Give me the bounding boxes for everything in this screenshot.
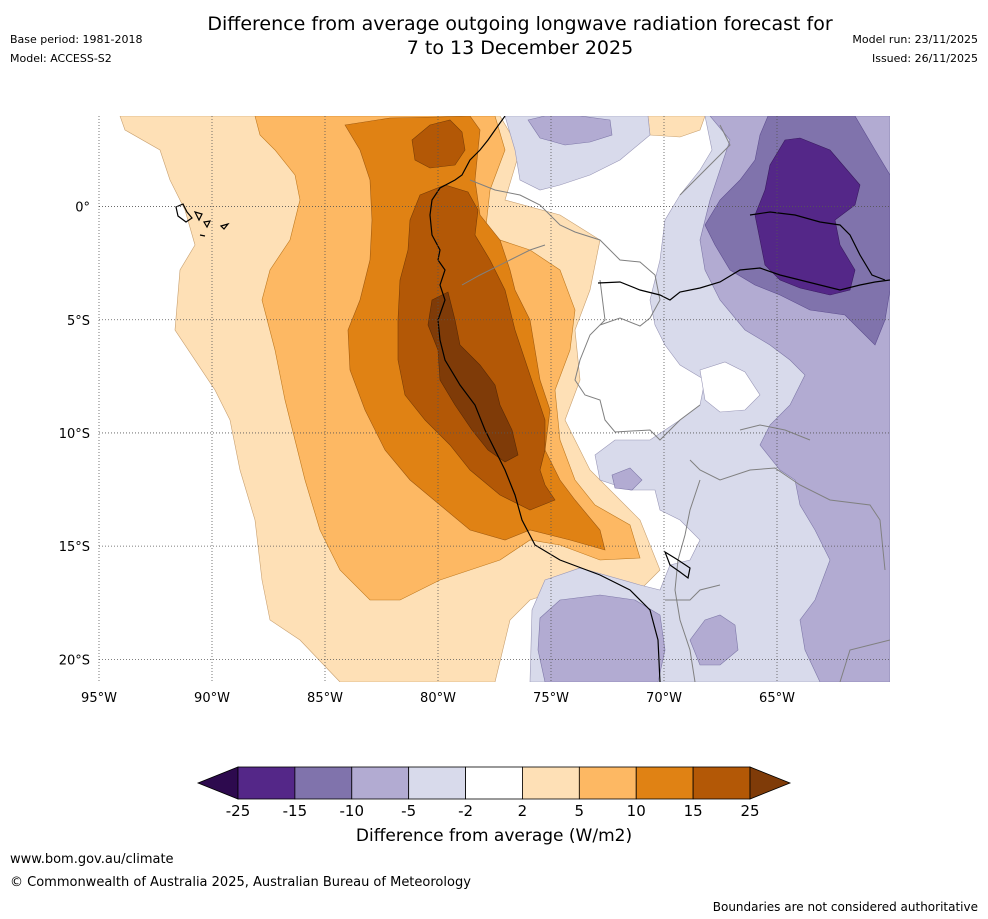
colorbar-level-label: -10 <box>340 802 365 820</box>
longitude-tick-label: 75°W <box>533 691 569 706</box>
colorbar-level-label: -2 <box>458 802 473 820</box>
issued-label: Issued: 26/11/2025 <box>871 52 978 65</box>
anomaly-region-negative-5-10-small <box>611 467 643 491</box>
map-title: Difference from average outgoing longwav… <box>150 12 890 60</box>
latitude-tick-label: 5°S <box>67 314 90 329</box>
colorbar-level-label: 10 <box>627 802 646 820</box>
colorbar-cell <box>465 766 523 800</box>
colorbar-level-label: -5 <box>401 802 416 820</box>
latitude-tick-label: 20°S <box>59 653 90 668</box>
lake-titicaca <box>663 550 691 580</box>
title-line-2: 7 to 13 December 2025 <box>406 37 634 59</box>
colorbar-cell <box>692 766 751 800</box>
galapagos-islands <box>175 203 230 237</box>
colorbar-cell <box>294 766 353 800</box>
model-label: Model: ACCESS-S2 <box>10 52 112 65</box>
base-period-label: Base period: 1981-2018 <box>10 33 143 46</box>
colorbar-level-label: -25 <box>226 802 251 820</box>
colorbar-cell <box>351 766 410 800</box>
anomaly-region-negative-5-10-south <box>537 594 666 682</box>
longitude-tick-label: 80°W <box>420 691 456 706</box>
anomaly-region-negative-5-10-north <box>527 116 613 146</box>
title-line-1: Difference from average outgoing longwav… <box>207 13 833 35</box>
colorbar-level-label: 25 <box>740 802 759 820</box>
anomaly-region-positive-15-25 <box>397 184 556 511</box>
copyright-notice: © Commonwealth of Australia 2025, Austra… <box>10 875 471 890</box>
colorbar-title: Difference from average (W/m2) <box>355 826 633 846</box>
colorbar-extend-low <box>196 766 239 800</box>
axis-tick-labels: 95°W 90°W 85°W 80°W 75°W 70°W 65°W 0° 5°S 10°S 15°… <box>59 201 795 706</box>
latitude-tick-label: 0° <box>75 201 90 216</box>
anomaly-region-negative-15-25 <box>754 137 861 296</box>
model-run-label: Model run: 23/11/2025 <box>852 33 978 46</box>
country-borders <box>461 124 890 682</box>
colorbar-cell <box>237 766 296 800</box>
colorbar-cell <box>522 766 580 800</box>
colorbar-level-label: -15 <box>283 802 308 820</box>
website-link[interactable]: www.bom.gov.au/climate <box>10 852 174 867</box>
river-negro <box>749 211 886 281</box>
anomaly-region-positive-above-25 <box>427 291 519 463</box>
latitude-tick-label: 15°S <box>59 540 90 555</box>
longitude-tick-label: 90°W <box>194 691 230 706</box>
river-amazon <box>597 267 890 301</box>
longitude-tick-label: 70°W <box>646 691 682 706</box>
colorbar-level-label: 15 <box>684 802 703 820</box>
colorbar-level-label: 5 <box>575 802 585 820</box>
colorbar-level-label: 2 <box>518 802 528 820</box>
colorbar-extend-high <box>749 766 792 800</box>
colorbar-cell <box>578 766 637 800</box>
longitude-tick-label: 65°W <box>759 691 795 706</box>
anomaly-region-white-pocket <box>699 361 761 413</box>
longitude-tick-label: 85°W <box>307 691 343 706</box>
colorbar-cell <box>408 766 466 800</box>
colorbar-cell <box>635 766 694 800</box>
anomaly-region-positive-15-25-north <box>411 119 466 169</box>
gridlines <box>98 116 890 682</box>
latitude-tick-label: 10°S <box>59 427 90 442</box>
anomaly-region-negative-5-10-altiplano <box>689 614 739 666</box>
boundary-disclaimer: Boundaries are not considered authoritat… <box>712 900 978 914</box>
anomaly-fill-layer <box>99 116 890 682</box>
longitude-tick-label: 95°W <box>81 691 117 706</box>
